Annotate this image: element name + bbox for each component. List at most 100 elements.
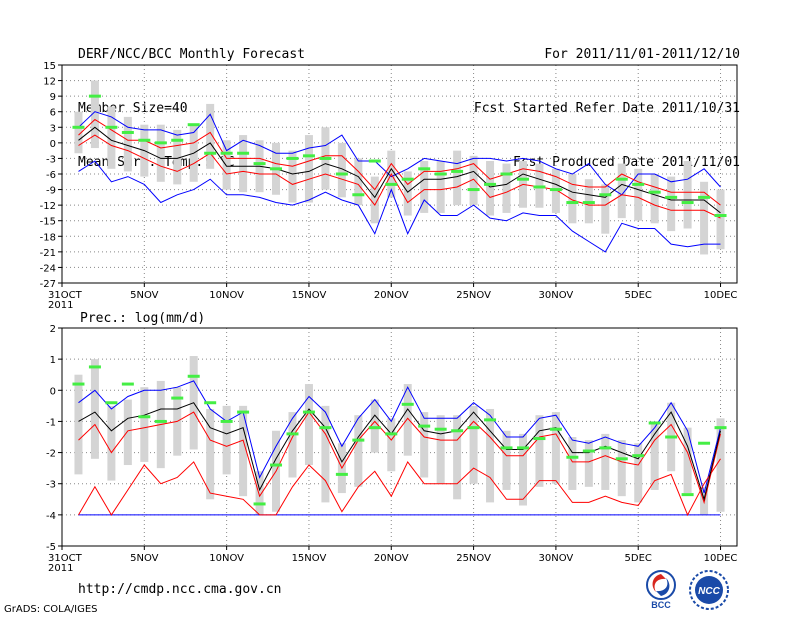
x-tick-label: 20NOV (374, 290, 409, 301)
spread-box (354, 158, 363, 206)
spread-box (173, 129, 182, 185)
spread-box (140, 387, 149, 462)
series-ensemble-max (78, 160, 721, 253)
header-period: For 2011/11/01-2011/12/10 (544, 47, 740, 62)
y-tick-label: 12 (43, 77, 56, 88)
spread-box (304, 384, 313, 466)
spread-box (469, 405, 478, 484)
ncc-logo-text: NCC (698, 586, 720, 597)
series-ensemble-mean (78, 126, 721, 214)
spread-box (617, 163, 626, 219)
spread-box (90, 80, 99, 149)
spread-box (601, 184, 610, 234)
y-tick-label: -6 (46, 170, 56, 181)
spread-box (436, 161, 445, 213)
y-tick-label: 0 (50, 139, 56, 150)
series-ensemble-max (78, 380, 721, 494)
spread-box (107, 106, 116, 169)
spread-box (354, 415, 363, 487)
spread-box (518, 433, 527, 506)
spread-box (716, 189, 725, 250)
spread-box (321, 405, 330, 503)
spread-box (255, 471, 264, 515)
x-tick-label: 5NOV (130, 553, 159, 564)
y-tick-label: -12 (40, 201, 56, 212)
y-tick-label: -15 (40, 217, 56, 228)
x-tick-label: 31OCT (48, 553, 83, 564)
spread-box (304, 135, 313, 203)
spread-box (634, 168, 643, 221)
spread-box (700, 181, 709, 255)
spread-box (486, 408, 495, 503)
bcc-logo: BCC (646, 570, 676, 610)
x-tick-label: 10NOV (209, 290, 244, 301)
y-tick-label: 2 (50, 324, 56, 335)
spread-box (387, 418, 396, 472)
x-tick-label: 30NOV (539, 290, 574, 301)
spread-box (156, 124, 165, 182)
spread-box (683, 427, 692, 494)
x-tick-label: 30NOV (539, 553, 574, 564)
x-tick-label: 25NOV (456, 290, 491, 301)
x-tick-label: 20NOV (374, 553, 409, 564)
spread-box (683, 161, 692, 229)
x-tick-label: 10NOV (209, 553, 244, 564)
spread-box (716, 418, 725, 512)
header-title: DERF/NCC/BCC Monthly Forecast (78, 47, 305, 62)
spread-box (288, 150, 297, 203)
series-mean-1-sd (78, 118, 721, 206)
spread-box (239, 405, 248, 497)
spread-box (74, 111, 83, 154)
y-tick-label: -5 (46, 542, 56, 553)
spread-box (107, 405, 116, 481)
spread-box (74, 374, 83, 475)
x-tick-label: 25NOV (456, 553, 491, 564)
spread-box (436, 415, 445, 484)
spread-box (535, 415, 544, 487)
spread-box (90, 359, 99, 459)
spread-box (667, 176, 676, 232)
y-tick-label: 0 (50, 386, 56, 397)
spread-box (634, 443, 643, 503)
y-tick-label: -9 (46, 186, 56, 197)
x-tick-label: 5DEC (625, 290, 652, 301)
footer-credit: GrADS: COLA/IGES (4, 604, 98, 615)
x-tick-label: 10DEC (704, 553, 738, 564)
spread-box (469, 155, 478, 206)
x-tick-year: 2011 (48, 563, 73, 574)
y-tick-label: 3 (50, 123, 56, 134)
spread-box (206, 408, 215, 500)
spread-box (403, 171, 412, 216)
spread-box (222, 140, 231, 190)
y-tick-label: -21 (40, 248, 56, 259)
spread-box (123, 116, 132, 172)
y-tick-label: 15 (43, 61, 56, 72)
spread-box (420, 412, 429, 478)
ncc-logo: NCC (689, 570, 729, 610)
x-tick-label: 15NOV (292, 290, 327, 301)
spread-box (403, 384, 412, 456)
y-tick-label: -27 (40, 279, 56, 290)
x-tick-label: 10DEC (704, 290, 738, 301)
spread-box (206, 103, 215, 169)
spread-box (453, 150, 462, 206)
spread-box (453, 415, 462, 500)
spread-box (568, 174, 577, 224)
footer-url[interactable]: http://cmdp.ncc.cma.gov.cn (78, 582, 282, 597)
y-tick-label: -1 (46, 417, 56, 428)
y-tick-label: -18 (40, 232, 56, 243)
y-tick-label: -4 (46, 511, 56, 522)
plot-frame (61, 327, 738, 547)
y-tick-label: -2 (46, 449, 56, 460)
series-mean-1-sd (78, 458, 721, 517)
spread-box (601, 433, 610, 490)
y-tick-label: -3 (46, 154, 56, 165)
y-tick-label: -3 (46, 480, 56, 491)
spread-box (502, 430, 511, 490)
spread-box (123, 399, 132, 466)
spread-box (551, 412, 560, 484)
spread-box (502, 163, 511, 213)
spread-box (650, 174, 659, 224)
x-tick-label: 5NOV (130, 290, 159, 301)
